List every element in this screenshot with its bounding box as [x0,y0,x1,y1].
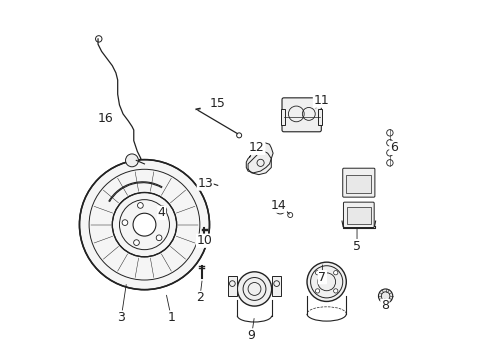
FancyBboxPatch shape [342,168,374,197]
Text: 1: 1 [167,311,175,324]
Text: 11: 11 [313,94,328,107]
Text: 10: 10 [196,234,212,247]
Text: 2: 2 [196,291,203,305]
Text: 5: 5 [352,240,360,253]
Circle shape [306,262,346,301]
Circle shape [378,289,392,303]
Text: 7: 7 [318,271,325,284]
Polygon shape [247,152,271,175]
Text: 15: 15 [209,97,225,110]
FancyBboxPatch shape [343,202,373,228]
Text: 8: 8 [380,299,388,312]
Text: 9: 9 [247,329,255,342]
Circle shape [158,212,164,218]
Circle shape [333,271,337,275]
Circle shape [80,159,209,290]
Circle shape [333,289,337,293]
Circle shape [315,289,319,293]
Text: 4: 4 [157,206,165,219]
FancyBboxPatch shape [282,98,321,132]
Circle shape [133,213,156,236]
Bar [272,276,281,296]
Bar [346,207,370,224]
Circle shape [315,271,319,275]
Text: 3: 3 [117,311,125,324]
Circle shape [122,220,127,225]
Circle shape [112,193,176,257]
Text: 14: 14 [270,199,286,212]
Circle shape [158,206,166,215]
Bar [227,276,236,296]
Text: 12: 12 [248,141,264,154]
Circle shape [237,272,271,306]
Circle shape [133,240,139,246]
Circle shape [125,154,138,167]
Circle shape [137,203,143,208]
Bar [346,175,370,193]
Text: 6: 6 [389,141,397,154]
Text: 13: 13 [197,177,213,190]
Bar [317,109,322,125]
Circle shape [156,235,162,240]
Text: 16: 16 [97,112,113,125]
Polygon shape [246,143,272,173]
Bar [281,109,285,125]
